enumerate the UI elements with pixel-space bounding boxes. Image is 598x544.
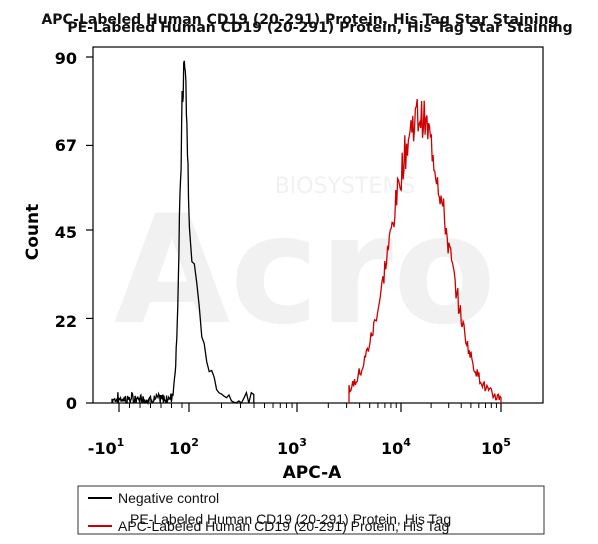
y-tick-label: 90 xyxy=(55,49,77,68)
chart-title-line-1: APC-Labeled Human CD19 (20-291) Protein,… xyxy=(41,12,558,28)
legend: Negative control APC-Labeled Human CD19 … xyxy=(77,485,545,535)
legend-box xyxy=(77,485,545,535)
x-tick-label: 102 xyxy=(169,436,199,458)
legend-label-labeled-overlay: PE-Labeled Human CD19 (20-291) Protein, … xyxy=(130,511,451,527)
y-tick-label: 45 xyxy=(55,223,77,242)
x-tick-label: -101 xyxy=(88,436,125,458)
x-ticks xyxy=(118,403,502,412)
x-tick-label: 105 xyxy=(481,436,511,458)
series-layer xyxy=(111,60,502,406)
y-tick-label: 22 xyxy=(55,312,77,331)
y-tick-label: 0 xyxy=(66,394,77,413)
x-tick-labels: -101 102 103 104 105 xyxy=(88,436,511,458)
x-tick-label: 104 xyxy=(381,436,411,458)
x-tick-label: 103 xyxy=(277,436,307,458)
chart-title-line-2: PE-Labeled Human CD19 (20-291) Protein, … xyxy=(67,20,572,36)
series-negative-control xyxy=(111,60,255,406)
y-axis-title: Count xyxy=(23,204,43,261)
y-tick-label: 67 xyxy=(55,136,77,155)
y-ticks xyxy=(86,56,93,404)
watermark-biosystems: BIOSYSTEMS xyxy=(275,174,416,199)
plot-frame xyxy=(92,46,544,404)
watermark-logo: Acro xyxy=(114,184,496,358)
x-axis-title: APC-A xyxy=(283,463,343,483)
y-tick-labels: 0 22 45 67 90 xyxy=(55,49,77,413)
legend-label-negative: Negative control xyxy=(118,490,219,506)
series-labeled-protein xyxy=(348,98,502,403)
legend-label-labeled: APC-Labeled Human CD19 (20-291) Protein,… xyxy=(118,518,449,534)
